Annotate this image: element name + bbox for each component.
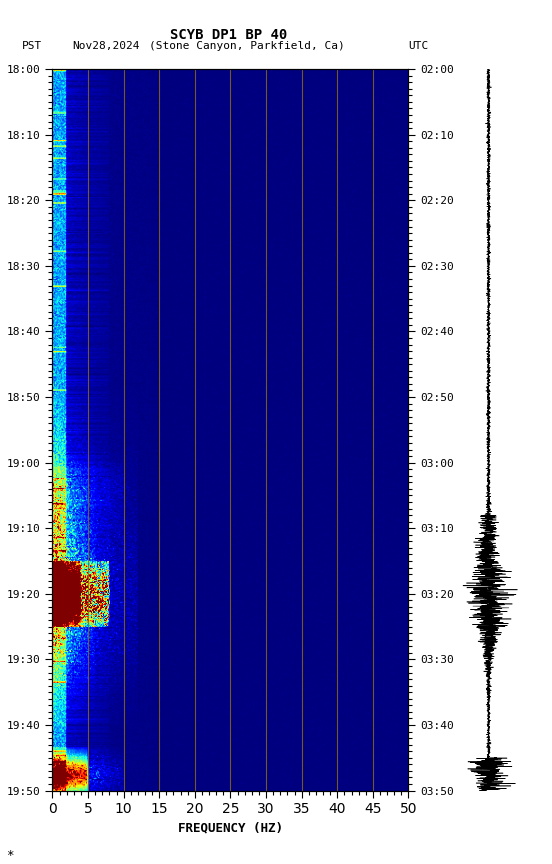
X-axis label: FREQUENCY (HZ): FREQUENCY (HZ): [178, 822, 283, 835]
Text: Nov28,2024: Nov28,2024: [72, 41, 139, 52]
Text: UTC: UTC: [408, 41, 429, 52]
Text: PST: PST: [22, 41, 43, 52]
Text: SCYB DP1 BP 40: SCYB DP1 BP 40: [171, 28, 288, 41]
Text: (Stone Canyon, Parkfield, Ca): (Stone Canyon, Parkfield, Ca): [149, 41, 345, 52]
Text: *: *: [6, 848, 13, 861]
